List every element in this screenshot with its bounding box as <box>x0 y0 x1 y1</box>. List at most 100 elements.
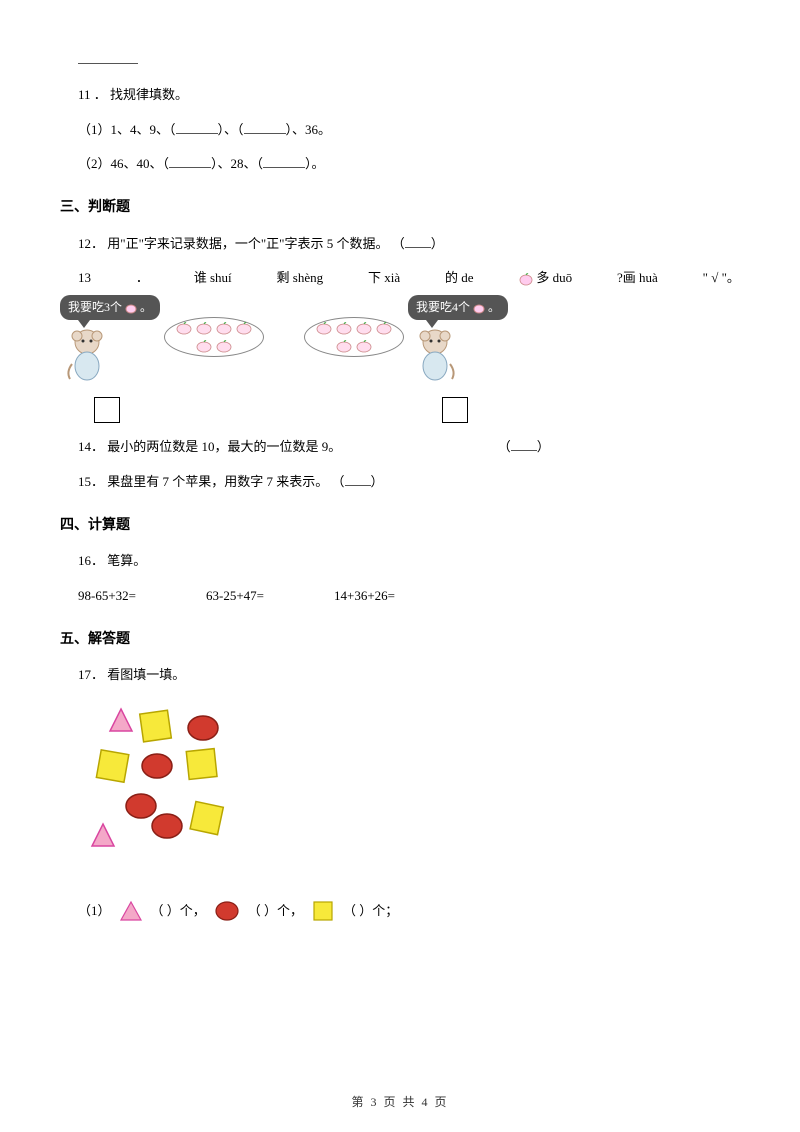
q16-title: 笔算。 <box>107 553 146 568</box>
peach-icon <box>355 339 373 353</box>
q13-bubble2-text: 我要吃4个 <box>416 298 470 317</box>
q13-unit-1: 我要吃3个 。 <box>60 295 264 423</box>
q17-shapes-figure <box>78 702 278 882</box>
q11-l2-prefix: （2）46、40、（ <box>78 156 169 171</box>
q17-answer-row: （1） （ ）个， （ ）个， （ ）个； <box>78 900 740 922</box>
q12-blank[interactable] <box>405 236 431 248</box>
monkey-icon <box>60 324 114 384</box>
q13-shui: 谁 shuí <box>194 268 232 289</box>
circle-shape <box>186 714 220 749</box>
q16-calcs: 98-65+32= 63-25+47= 14+36+26= <box>78 586 740 607</box>
q11-l1-blank1[interactable] <box>176 122 218 134</box>
q13-peach-inline: 多 duō <box>518 268 572 289</box>
triangle-icon <box>119 900 143 922</box>
q11-l2-suffix: ）。 <box>305 156 325 171</box>
q13-figure: 我要吃3个 。 我要吃4个 。 <box>60 295 740 423</box>
q13-plate-2 <box>304 317 404 357</box>
question-13-header: 13 ． 谁 shuí 剩 shèng 下 xià 的 de 多 duō ?画 … <box>78 268 740 289</box>
q11-l1-suffix: ）、36。 <box>286 122 332 137</box>
q11-l1-mid: ）、（ <box>218 122 244 137</box>
q14-blank[interactable] <box>511 439 537 451</box>
q12-suffix: ） <box>431 236 444 251</box>
q13-unit-2: 我要吃4个 。 <box>304 295 508 423</box>
q11-l2-blank1[interactable] <box>169 156 211 168</box>
question-11: 11 ． 找规律填数。 <box>78 85 740 106</box>
q13-checkbox-1[interactable] <box>94 397 120 423</box>
peach-icon <box>124 302 138 314</box>
q11-l2-blank2[interactable] <box>263 156 305 168</box>
q15-text: 果盘里有 7 个苹果，用数字 7 来表示。 （ <box>107 474 344 489</box>
q13-sheng: 剩 shèng <box>277 268 324 289</box>
peach-icon <box>235 321 253 335</box>
q11-num: 11 <box>78 87 91 102</box>
q17-num: 17 <box>78 667 91 682</box>
q13-xia: 下 xià <box>368 268 400 289</box>
q13-de: 的 de <box>445 268 474 289</box>
q16-calc1: 98-65+32= <box>78 586 136 607</box>
q11-l1-prefix: （1）1、4、9、（ <box>78 122 176 137</box>
circle-shape <box>150 812 184 847</box>
question-15: 15． 果盘里有 7 个苹果，用数字 7 来表示。 （） <box>78 472 740 493</box>
peach-icon <box>215 321 233 335</box>
q16-calc2: 63-25+47= <box>206 586 264 607</box>
triangle-shape <box>90 822 116 855</box>
q14-text: 最小的两位数是 10，最大的一位数是 9。 <box>107 439 341 454</box>
question-17: 17． 看图填一填。 <box>78 665 740 686</box>
q13-dot: ． <box>136 268 149 289</box>
q13-bubble1-text: 我要吃3个 <box>68 298 122 317</box>
q12-text: 用"正"字来记录数据，一个"正"字表示 5 个数据。 （ <box>107 236 404 251</box>
q11-title: 找规律填数。 <box>110 87 188 102</box>
q14-paren-close: ） <box>537 439 550 454</box>
q17-title: 看图填一填。 <box>107 667 185 682</box>
peach-icon <box>518 272 534 286</box>
peach-icon <box>175 321 193 335</box>
top-blank-line <box>78 52 138 64</box>
q12-num: 12 <box>78 236 91 251</box>
square-shape <box>184 746 220 788</box>
q15-suffix: ） <box>371 474 384 489</box>
q17-blank-1[interactable]: （ ）个， <box>151 901 206 922</box>
q13-plate-1 <box>164 317 264 357</box>
q17-blank-3[interactable]: （ ）个； <box>343 901 398 922</box>
q16-calc3: 14+36+26= <box>334 586 395 607</box>
peach-icon <box>315 321 333 335</box>
peach-icon <box>355 321 373 335</box>
square-icon <box>311 900 335 922</box>
peach-icon <box>472 302 486 314</box>
circle-shape <box>140 752 174 787</box>
q17-blank-2[interactable]: （ ）个， <box>248 901 303 922</box>
q14-num: 14 <box>78 439 91 454</box>
q13-checkbox-2[interactable] <box>442 397 468 423</box>
peach-icon <box>215 339 233 353</box>
q15-blank[interactable] <box>345 474 371 486</box>
question-14: 14． 最小的两位数是 10，最大的一位数是 9。 （） <box>78 437 740 458</box>
q13-hua: ?画 huà <box>617 268 658 289</box>
page-footer: 第 3 页 共 4 页 <box>0 1093 800 1112</box>
q16-num: 16 <box>78 553 91 568</box>
q11-line1: （1）1、4、9、（ ）、（ ）、36。 <box>78 120 740 141</box>
peach-icon <box>335 321 353 335</box>
q15-num: 15 <box>78 474 91 489</box>
section-5-heading: 五、解答题 <box>60 629 740 651</box>
question-16: 16． 笔算。 <box>78 551 740 572</box>
q11-line2: （2）46、40、（ ）、28、（ ）。 <box>78 154 740 175</box>
square-shape <box>93 747 131 791</box>
q13-num: 13 <box>78 268 91 289</box>
q11-l1-blank2[interactable] <box>244 122 286 134</box>
q13-bubble-2: 我要吃4个 。 <box>408 295 508 320</box>
peach-icon <box>195 321 213 335</box>
peach-icon <box>375 321 393 335</box>
triangle-shape <box>108 707 134 740</box>
peach-icon <box>335 339 353 353</box>
question-12: 12． 用"正"字来记录数据，一个"正"字表示 5 个数据。 （） <box>78 234 740 255</box>
q14-paren-open: （ <box>498 439 511 454</box>
q11-l2-mid: ）、28、（ <box>211 156 263 171</box>
monkey-icon <box>408 324 462 384</box>
section-4-heading: 四、计算题 <box>60 515 740 537</box>
peach-icon <box>195 339 213 353</box>
q13-check: " √ "。 <box>703 268 740 289</box>
circle-icon <box>214 900 240 922</box>
square-shape <box>186 799 225 844</box>
square-shape <box>137 708 174 751</box>
q17-row-prefix: （1） <box>78 901 111 922</box>
